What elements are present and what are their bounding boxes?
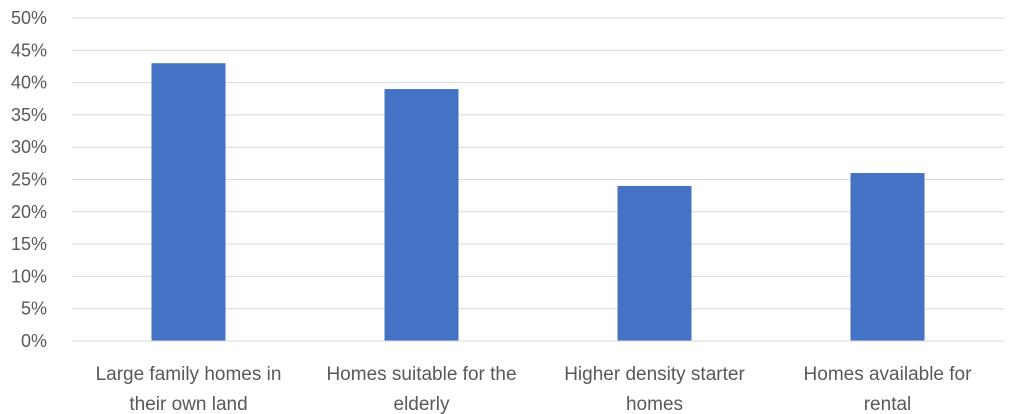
x-category-label: their own land [129, 394, 247, 414]
y-tick-label: 0% [21, 331, 47, 351]
y-tick-label: 5% [21, 299, 47, 319]
y-tick-label: 10% [11, 266, 47, 286]
x-category-label: Higher density starter [564, 364, 745, 385]
y-tick-label: 35% [11, 105, 47, 125]
y-tick-label: 30% [11, 137, 47, 157]
y-tick-label: 45% [11, 40, 47, 60]
bar [384, 89, 459, 341]
x-category-label: homes [626, 394, 683, 414]
gridlines [72, 17, 1004, 310]
x-category-label: Homes available for [804, 364, 973, 385]
bar [617, 185, 692, 341]
y-axis-tick-labels: 0% 5% 10% 15% 20% 25% 30% 35% 40% 45% 50% [11, 8, 47, 351]
bar [151, 63, 226, 341]
bars [151, 63, 925, 341]
x-category-label: rental [864, 394, 912, 414]
x-category-label: Homes suitable for the [326, 364, 516, 385]
y-tick-label: 50% [11, 8, 47, 28]
y-tick-label: 40% [11, 73, 47, 93]
y-tick-label: 25% [11, 170, 47, 190]
x-category-label: Large family homes in [96, 364, 282, 385]
x-category-label: elderly [394, 394, 450, 414]
y-tick-label: 15% [11, 234, 47, 254]
bar [850, 173, 925, 341]
y-tick-label: 20% [11, 202, 47, 222]
x-axis-category-labels: Large family homes in their own land Homes… [96, 364, 973, 414]
